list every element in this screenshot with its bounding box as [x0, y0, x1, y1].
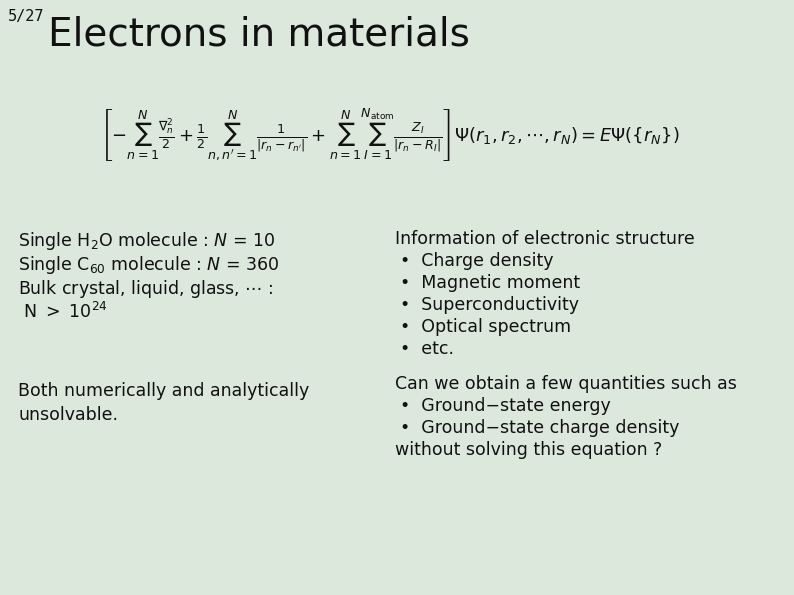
Text: Single H$_2$O molecule : $\mathit{N}$ = 10: Single H$_2$O molecule : $\mathit{N}$ = … [18, 230, 276, 252]
Text: N $>$ 10$^{24}$: N $>$ 10$^{24}$ [18, 302, 108, 322]
Text: Single C$_{60}$ molecule : $\mathit{N}$ = 360: Single C$_{60}$ molecule : $\mathit{N}$ … [18, 254, 279, 276]
Text: Electrons in materials: Electrons in materials [48, 15, 470, 53]
Text: Information of electronic structure: Information of electronic structure [395, 230, 695, 248]
Text: unsolvable.: unsolvable. [18, 406, 118, 424]
Text: Bulk crystal, liquid, glass, $\cdots$ :: Bulk crystal, liquid, glass, $\cdots$ : [18, 278, 274, 300]
Text: •  Superconductivity: • Superconductivity [400, 296, 579, 314]
Text: •  Optical spectrum: • Optical spectrum [400, 318, 571, 336]
Text: 5/27: 5/27 [8, 9, 44, 24]
Text: Both numerically and analytically: Both numerically and analytically [18, 382, 309, 400]
Text: Can we obtain a few quantities such as: Can we obtain a few quantities such as [395, 375, 737, 393]
Text: •  etc.: • etc. [400, 340, 454, 358]
Text: •  Ground−state charge density: • Ground−state charge density [400, 419, 680, 437]
Text: •  Ground−state energy: • Ground−state energy [400, 397, 611, 415]
Text: •  Charge density: • Charge density [400, 252, 553, 270]
Text: •  Magnetic moment: • Magnetic moment [400, 274, 580, 292]
Text: without solving this equation ?: without solving this equation ? [395, 441, 662, 459]
Text: $\left[ -\sum_{n=1}^{N} \frac{\nabla_n^2}{2} + \frac{1}{2} \sum_{n,n'=1}^{N} \fr: $\left[ -\sum_{n=1}^{N} \frac{\nabla_n^2… [100, 107, 680, 164]
